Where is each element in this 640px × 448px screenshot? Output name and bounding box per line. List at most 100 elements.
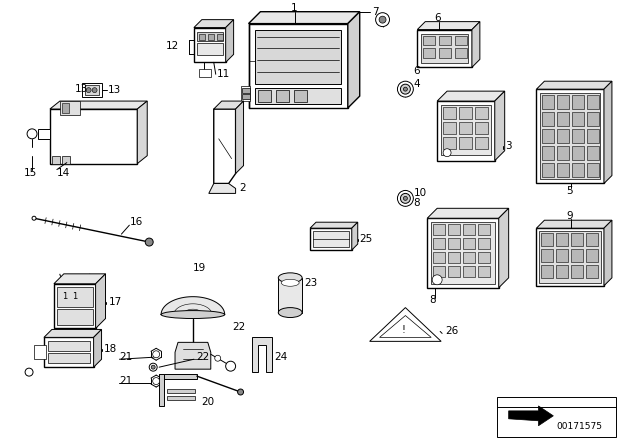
Text: 13: 13 [75, 84, 88, 94]
Circle shape [145, 238, 153, 246]
Bar [48, 341, 90, 351]
Bar [167, 389, 195, 393]
Polygon shape [214, 101, 244, 109]
Text: 26: 26 [445, 327, 458, 336]
Polygon shape [194, 20, 234, 28]
Bar [543, 112, 554, 126]
Text: !: ! [401, 325, 405, 336]
Polygon shape [138, 101, 147, 164]
Polygon shape [236, 101, 244, 173]
Bar [587, 146, 599, 159]
Bar [208, 34, 214, 39]
Circle shape [443, 149, 451, 157]
Circle shape [226, 361, 236, 371]
Bar [217, 34, 223, 39]
Polygon shape [352, 222, 358, 250]
Circle shape [401, 84, 410, 94]
Bar [421, 34, 468, 63]
Bar [587, 163, 599, 177]
Text: 18: 18 [104, 345, 116, 354]
Text: 5: 5 [566, 186, 573, 196]
Bar [478, 238, 490, 249]
Bar [587, 95, 599, 109]
Polygon shape [54, 274, 106, 284]
Bar [84, 85, 99, 95]
Polygon shape [536, 220, 612, 228]
Bar [543, 129, 554, 143]
Text: 9: 9 [566, 211, 573, 221]
Bar [443, 137, 456, 149]
Polygon shape [209, 184, 236, 194]
Text: 22: 22 [196, 352, 209, 362]
Bar [556, 233, 568, 246]
Bar [159, 374, 164, 406]
Circle shape [86, 88, 91, 93]
Bar [294, 90, 307, 102]
Polygon shape [536, 81, 612, 89]
Bar [433, 238, 445, 249]
Circle shape [376, 13, 390, 26]
Circle shape [237, 389, 244, 395]
Bar [197, 43, 223, 56]
Bar [52, 155, 60, 164]
Text: 10: 10 [413, 189, 426, 198]
Text: 13: 13 [108, 85, 121, 95]
Bar [241, 94, 250, 99]
Bar [259, 90, 271, 102]
Bar [557, 163, 569, 177]
Bar [557, 112, 569, 126]
Bar [278, 278, 302, 313]
Circle shape [397, 190, 413, 207]
Polygon shape [604, 81, 612, 184]
Bar [199, 69, 211, 77]
Bar [572, 265, 583, 278]
Bar [455, 35, 467, 45]
Bar [572, 95, 584, 109]
Text: 21: 21 [120, 376, 132, 386]
Polygon shape [472, 22, 480, 67]
Bar [497, 397, 616, 437]
Text: 22: 22 [232, 323, 246, 332]
Bar [455, 48, 467, 58]
Bar [540, 93, 600, 178]
Bar [459, 137, 472, 149]
Bar [423, 48, 435, 58]
Bar [463, 266, 475, 277]
Bar [541, 249, 554, 262]
Polygon shape [214, 109, 236, 184]
Circle shape [153, 378, 159, 384]
Text: 19: 19 [193, 263, 206, 273]
Polygon shape [252, 337, 273, 372]
Bar [255, 88, 341, 104]
Text: 15: 15 [24, 168, 37, 177]
Bar [62, 155, 70, 164]
Polygon shape [499, 208, 509, 288]
Bar [448, 266, 460, 277]
Bar [463, 238, 475, 249]
Text: 2: 2 [239, 183, 246, 194]
Ellipse shape [161, 310, 225, 319]
Bar [541, 265, 554, 278]
Polygon shape [248, 12, 360, 24]
Bar [433, 224, 445, 235]
Circle shape [432, 275, 442, 285]
Circle shape [153, 351, 159, 358]
Bar [241, 88, 250, 93]
Bar [276, 90, 289, 102]
Polygon shape [95, 274, 106, 328]
Bar [437, 101, 495, 161]
Bar [536, 89, 604, 184]
Bar [50, 109, 138, 164]
Bar [587, 112, 599, 126]
Text: 8: 8 [413, 198, 420, 208]
Bar [459, 107, 472, 119]
Bar [54, 284, 95, 328]
Polygon shape [509, 406, 554, 426]
Bar [543, 146, 554, 159]
Polygon shape [370, 308, 441, 341]
Bar [459, 122, 472, 134]
Polygon shape [348, 12, 360, 108]
Text: 7: 7 [372, 7, 378, 17]
Bar [62, 103, 68, 113]
Bar [431, 222, 495, 284]
